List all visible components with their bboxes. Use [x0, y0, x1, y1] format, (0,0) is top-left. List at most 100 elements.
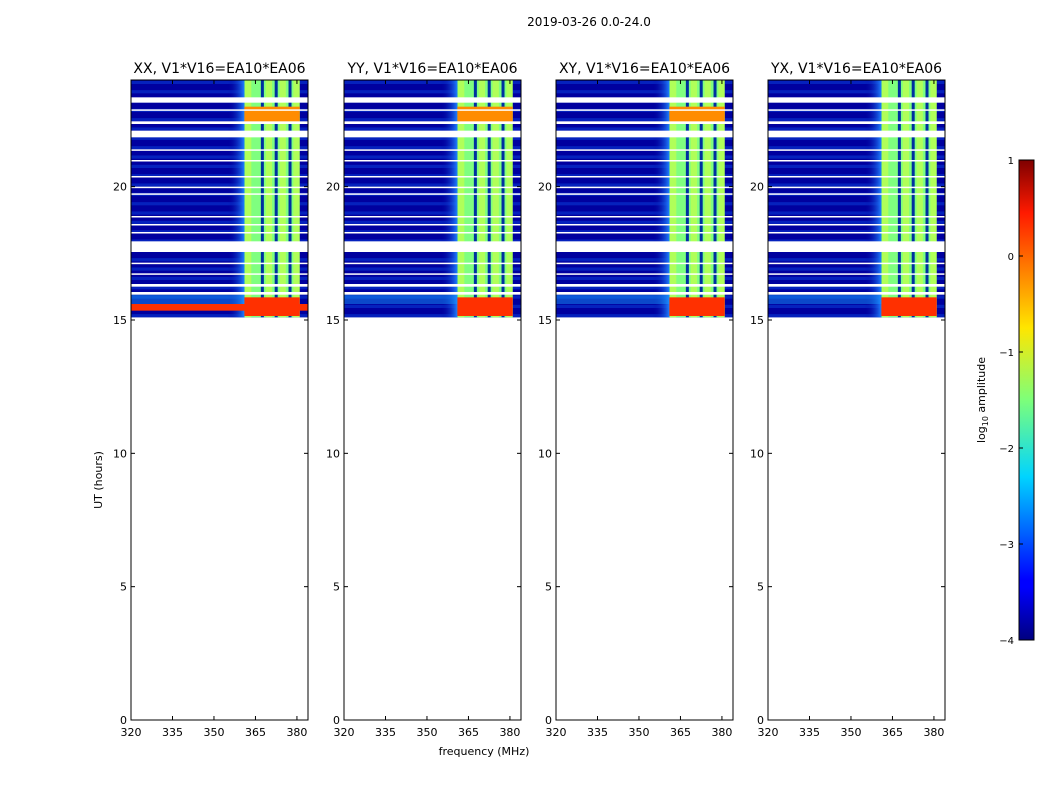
noise-stripe — [768, 276, 945, 280]
heatmap-4 — [768, 80, 945, 318]
rfi-hot-upper — [457, 106, 513, 123]
flagged-row — [344, 284, 521, 287]
y-tick-label: 15 — [113, 314, 127, 327]
flagged-row — [768, 193, 945, 195]
flagged-row — [344, 130, 521, 138]
noise-stripe — [768, 80, 945, 84]
flagged-row — [768, 273, 945, 275]
rfi-channel-gap — [713, 80, 717, 318]
colorbar-tick-label: −1 — [999, 348, 1014, 359]
flagged-row — [556, 193, 733, 195]
noise-stripe — [131, 155, 308, 159]
flagged-row — [556, 292, 733, 295]
noise-stripe — [556, 258, 733, 262]
noise-stripe — [344, 90, 521, 94]
y-tick-label: 5 — [333, 581, 340, 594]
flagged-row — [131, 130, 308, 138]
noise-stripe — [131, 202, 308, 206]
noise-stripe — [344, 127, 521, 131]
panel-2: YY, V1*V16=EA10*EA06 320 335 350 365 380 0 5 10 1… — [326, 61, 529, 758]
flagged-row — [131, 176, 308, 178]
rfi-column-highlight — [881, 80, 889, 318]
rfi-channel-gap — [274, 80, 278, 318]
noise-stripe — [556, 118, 733, 122]
noise-stripe — [344, 230, 521, 234]
broadband-hot-stripe — [131, 304, 308, 311]
rfi-channel-gap — [487, 80, 491, 318]
noise-stripe — [131, 183, 308, 187]
x-tick-label: 365 — [458, 726, 479, 739]
rfi-column-highlight — [902, 80, 910, 318]
y-tick-label: 15 — [750, 314, 764, 327]
flagged-row — [344, 216, 521, 218]
rfi-channel-gap — [260, 80, 264, 318]
noise-stripe — [344, 202, 521, 206]
rfi-column-highlight — [279, 80, 286, 318]
flagged-row — [344, 262, 521, 265]
noise-stripe — [556, 295, 733, 299]
rfi-channel-gap — [699, 80, 703, 318]
heatmap-3 — [556, 80, 733, 318]
colorbar-gradient — [1018, 159, 1035, 641]
flagged-row — [768, 241, 945, 252]
rfi-channel-gap — [897, 80, 901, 318]
flagged-row — [344, 224, 521, 226]
flagged-row — [131, 241, 308, 252]
colorbar-tick-label: −4 — [999, 636, 1014, 647]
noise-stripe — [556, 314, 733, 318]
noise-stripe — [344, 211, 521, 215]
x-tick-label: 320 — [758, 726, 779, 739]
panel-1: XX, V1*V16=EA10*EA06 320 335 350 365 380 0 5 10 1… — [92, 61, 309, 739]
rfi-column-highlight — [916, 80, 923, 318]
x-tick-label: 380 — [711, 726, 732, 739]
flagged-row — [556, 232, 733, 234]
lower-strip — [556, 294, 670, 304]
flagged-row — [556, 109, 733, 111]
axes-frame — [767, 79, 946, 721]
noise-stripe — [556, 230, 733, 234]
noise-stripe — [344, 286, 521, 290]
noise-stripe — [131, 267, 308, 271]
rfi-column-highlight — [718, 80, 725, 318]
axes-frame — [555, 79, 734, 721]
noise-stripe — [768, 118, 945, 122]
noise-stripe — [556, 146, 733, 150]
x-tick-label: 365 — [882, 726, 903, 739]
colorbar-tick-label: 0 — [1008, 252, 1014, 263]
flagged-row — [768, 121, 945, 124]
flagged-row — [556, 149, 733, 151]
noise-stripe — [131, 174, 308, 178]
x-tick-label: 335 — [587, 726, 608, 739]
flagged-row — [344, 186, 521, 189]
flagged-row — [556, 262, 733, 265]
axes-frame — [343, 79, 522, 721]
x-tick-label: 350 — [628, 726, 649, 739]
y-tick-label: 5 — [545, 581, 552, 594]
noise-stripe — [344, 276, 521, 280]
noise-stripe — [556, 267, 733, 271]
figure-title: 2019-03-26 0.0-24.0 — [527, 15, 651, 29]
lower-strip — [344, 294, 458, 304]
noise-stripe — [131, 164, 308, 168]
flagged-row — [556, 216, 733, 218]
noise-stripe — [768, 239, 945, 243]
panel-title: YX, V1*V16=EA10*EA06 — [770, 61, 942, 77]
noise-stripe — [556, 80, 733, 84]
x-tick-label: 320 — [334, 726, 355, 739]
x-tick-label: 365 — [670, 726, 691, 739]
rfi-column-highlight — [690, 80, 698, 318]
noise-stripe — [131, 258, 308, 262]
noise-stripe — [768, 136, 945, 140]
rfi-column-highlight — [478, 80, 486, 318]
noise-stripe — [344, 239, 521, 243]
noise-stripe — [131, 127, 308, 131]
flagged-row — [768, 224, 945, 226]
noise-stripe — [556, 286, 733, 290]
rfi-column-highlight — [669, 80, 677, 318]
flagged-row — [768, 176, 945, 178]
flagged-row — [768, 97, 945, 103]
y-tick-label: 0 — [120, 714, 127, 727]
flagged-row — [344, 121, 521, 124]
rfi-hot-lower — [669, 297, 725, 316]
heatmap-1 — [131, 80, 308, 318]
